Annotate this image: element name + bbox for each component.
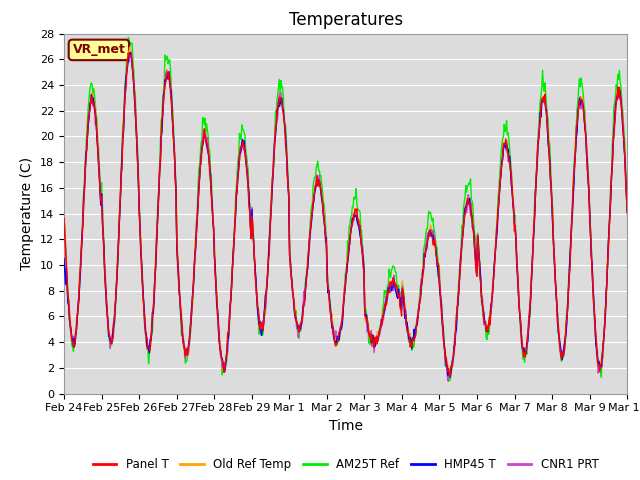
X-axis label: Time: Time	[328, 419, 363, 433]
Y-axis label: Temperature (C): Temperature (C)	[20, 157, 35, 270]
Title: Temperatures: Temperatures	[289, 11, 403, 29]
Text: VR_met: VR_met	[72, 43, 125, 56]
Legend: Panel T, Old Ref Temp, AM25T Ref, HMP45 T, CNR1 PRT: Panel T, Old Ref Temp, AM25T Ref, HMP45 …	[88, 454, 604, 476]
